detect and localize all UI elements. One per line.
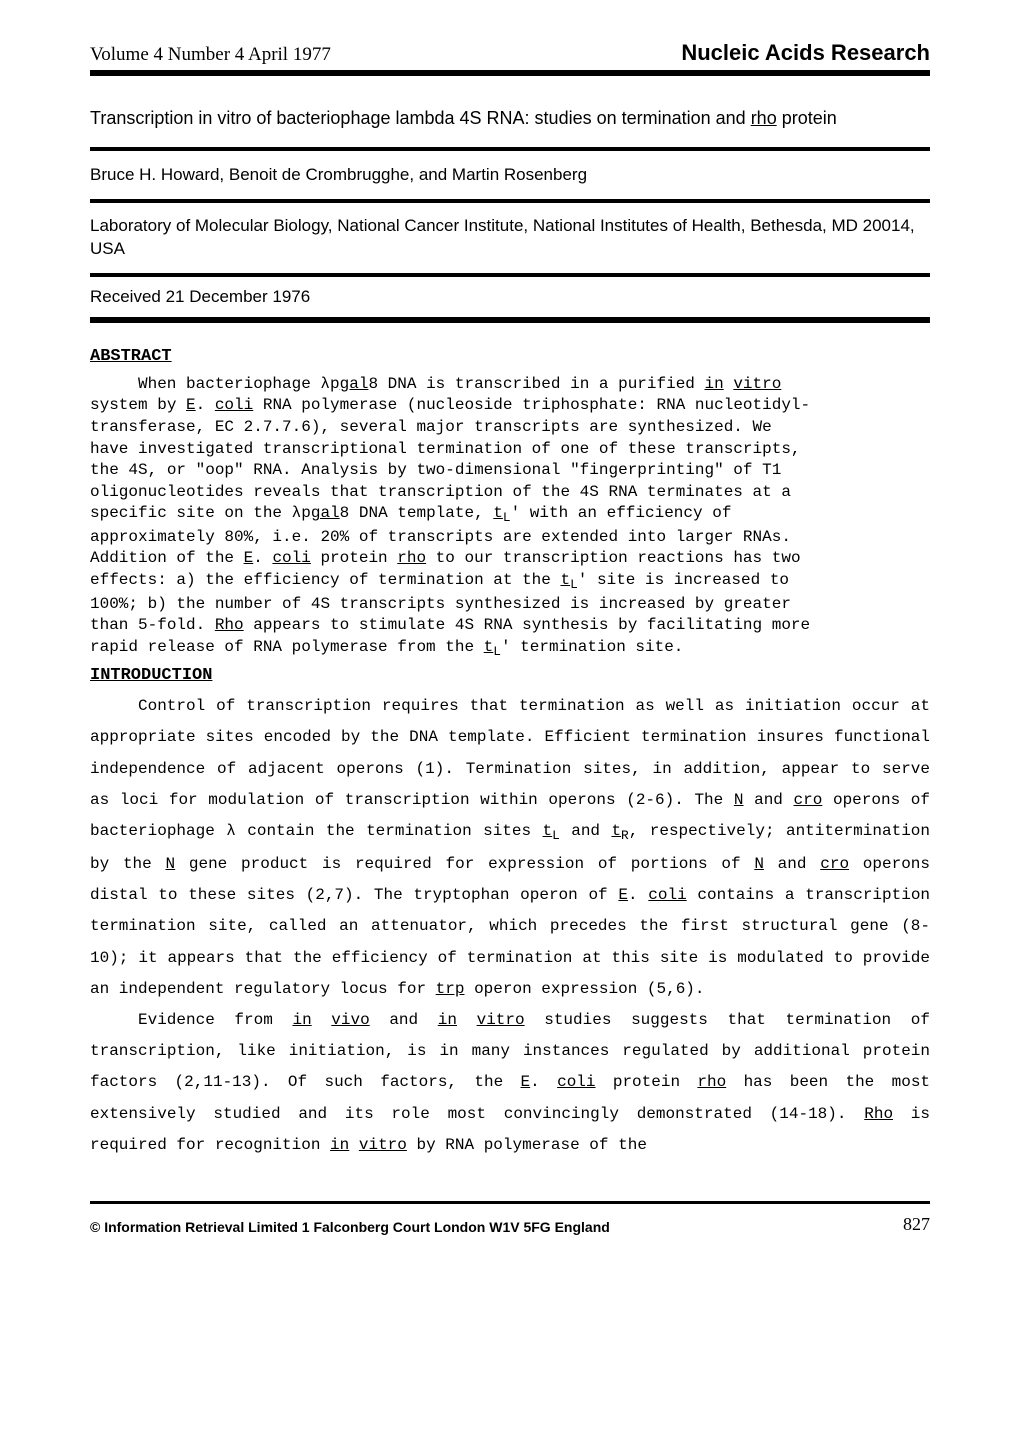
intro-t: . <box>628 886 648 904</box>
abs-t: have investigated transcriptional termin… <box>90 439 930 461</box>
abs-t <box>724 375 734 393</box>
abs-t: RNA polymerase (nucleoside triphosphate:… <box>253 396 810 414</box>
abs-t: 8 DNA is transcribed in a purified <box>368 375 704 393</box>
intro-t: protein <box>596 1073 698 1091</box>
abs-t: coli <box>272 549 310 567</box>
footer-rule <box>90 1201 930 1204</box>
intro-t: operon expression (5,6). <box>464 980 704 998</box>
abs-t: ' site is increased to <box>578 571 789 589</box>
abs-t: system by <box>90 396 186 414</box>
intro-t: Evidence from <box>138 1011 292 1029</box>
abs-t: than 5-fold. <box>90 616 215 634</box>
intro-t: Control of transcription requires that t… <box>138 697 803 715</box>
title-underline-word: rho <box>751 108 777 128</box>
intro-t: Rho <box>864 1105 893 1123</box>
intro-t: in <box>292 1011 311 1029</box>
title-prefix: Transcription in vitro of bacteriophage … <box>90 108 751 128</box>
abs-t: E <box>244 549 254 567</box>
intro-t: and <box>560 822 612 840</box>
intro-t: coli <box>557 1073 595 1091</box>
abs-t: L <box>503 511 511 526</box>
affiliation: Laboratory of Molecular Biology, Nationa… <box>90 203 930 273</box>
abs-t: . <box>253 549 272 567</box>
abs-t: appears to stimulate 4S RNA synthesis by… <box>244 616 811 634</box>
received-date: Received 21 December 1976 <box>90 277 930 317</box>
abs-t: ' termination site. <box>501 638 683 656</box>
abs-t: protein <box>311 549 397 567</box>
intro-t: vitro <box>477 1011 525 1029</box>
intro-t: R <box>621 828 629 843</box>
abs-t: Addition of the <box>90 549 244 567</box>
abstract-body: When bacteriophage λpgal8 DNA is transcr… <box>90 374 930 660</box>
abs-t: effects: a) the efficiency of terminatio… <box>90 571 560 589</box>
abstract-heading: ABSTRACT <box>90 347 930 366</box>
received-rule <box>90 317 930 323</box>
intro-t: and <box>370 1011 438 1029</box>
intro-t: in <box>438 1011 457 1029</box>
abs-t: in <box>705 375 724 393</box>
intro-t: cro <box>794 791 823 809</box>
intro-t <box>349 1136 359 1154</box>
intro-t <box>457 1011 477 1029</box>
intro-t: . <box>530 1073 557 1091</box>
abs-t: 100%; b) the number of 4S transcripts sy… <box>90 594 930 616</box>
journal-name: Nucleic Acids Research <box>681 40 930 66</box>
abs-t: rapid release of RNA polymerase from the <box>90 638 484 656</box>
copyright: © Information Retrieval Limited 1 Falcon… <box>90 1219 610 1235</box>
article-title: Transcription in vitro of bacteriophage … <box>90 76 930 147</box>
abs-t: the 4S, or "oop" RNA. Analysis by two-di… <box>90 460 930 482</box>
intro-t: rho <box>697 1073 726 1091</box>
intro-t: cro <box>820 855 849 873</box>
abs-t: t <box>560 571 570 589</box>
authors: Bruce H. Howard, Benoit de Crombrugghe, … <box>90 151 930 199</box>
introduction-heading: INTRODUCTION <box>90 666 930 685</box>
abs-t: coli <box>215 396 253 414</box>
intro-t: coli <box>648 886 686 904</box>
abs-t: t <box>493 504 503 522</box>
intro-t <box>312 1011 332 1029</box>
abs-t: gal <box>340 375 369 393</box>
page-number: 827 <box>903 1214 930 1235</box>
abs-t: E <box>186 396 196 414</box>
abs-t: approximately 80%, i.e. 20% of transcrip… <box>90 527 930 549</box>
intro-t: in <box>330 1136 349 1154</box>
page-header: Volume 4 Number 4 April 1977 Nucleic Aci… <box>90 40 930 66</box>
abs-t: to our transcription reactions has two <box>426 549 800 567</box>
title-suffix: protein <box>777 108 837 128</box>
intro-t: N <box>754 855 764 873</box>
page-footer: © Information Retrieval Limited 1 Falcon… <box>90 1214 930 1235</box>
intro-t: vitro <box>359 1136 407 1154</box>
abs-t: transferase, EC 2.7.7.6), several major … <box>90 417 930 439</box>
intro-t: L <box>552 828 560 843</box>
introduction-body: Control of transcription requires that t… <box>90 691 930 1161</box>
abs-t: vitro <box>733 375 781 393</box>
intro-t: by RNA polymerase of the <box>407 1136 647 1154</box>
intro-t: vivo <box>331 1011 369 1029</box>
intro-t: t <box>611 822 621 840</box>
abs-t: L <box>570 577 578 592</box>
intro-t: E <box>521 1073 531 1091</box>
intro-t: trp <box>436 980 465 998</box>
abs-t: Rho <box>215 616 244 634</box>
intro-t: gene product is required for expression … <box>175 855 754 873</box>
abs-t: . <box>196 396 215 414</box>
abs-t: L <box>493 644 501 659</box>
abs-t: oligonucleotides reveals that transcript… <box>90 482 930 504</box>
intro-t: E <box>618 886 628 904</box>
abs-t: When bacteriophage λp <box>138 375 340 393</box>
abs-t: ' with an efficiency of <box>511 504 732 522</box>
abs-t: 8 DNA template, <box>340 504 494 522</box>
intro-t: t <box>543 822 553 840</box>
intro-t: and <box>764 855 820 873</box>
abs-t: t <box>484 638 494 656</box>
intro-t: con <box>687 886 727 904</box>
abs-t: rho <box>397 549 426 567</box>
abs-t: specific site on the λp <box>90 504 311 522</box>
abs-t: gal <box>311 504 340 522</box>
volume-info: Volume 4 Number 4 April 1977 <box>90 44 331 66</box>
intro-t: and <box>743 791 793 809</box>
intro-t: N <box>166 855 176 873</box>
